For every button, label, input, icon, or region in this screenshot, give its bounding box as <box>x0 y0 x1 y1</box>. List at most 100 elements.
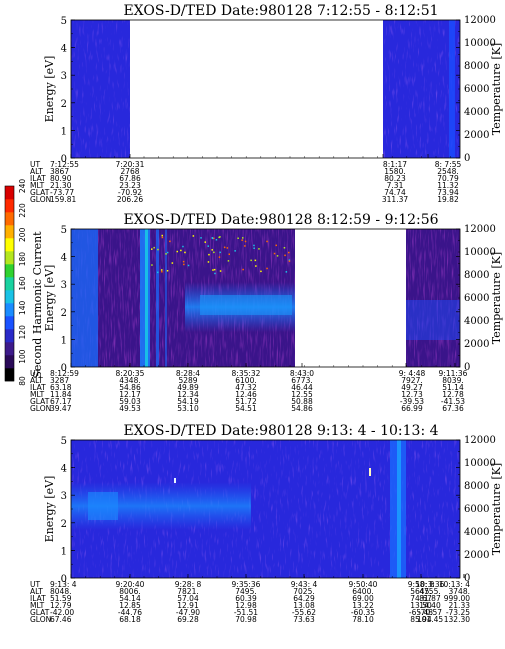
panel-2-ephem-value: 4348. <box>119 376 140 385</box>
panel-2-speckle-dot <box>211 249 213 251</box>
colorbar-swatch <box>5 199 14 213</box>
panel-1-ytick-label: 0 <box>61 154 67 165</box>
panel-2-ephem-value: 47.32 <box>235 383 257 392</box>
panel-2-speckle-dot <box>187 264 190 267</box>
panel-3-energy-band-core <box>88 492 118 520</box>
panel-1-ephem-value: 21.30 <box>50 181 72 190</box>
panel-1-ytick-label: 1 <box>61 126 67 137</box>
colorbar-swatch <box>5 251 14 265</box>
panel-3-y2tick-label: 4000 <box>464 527 489 538</box>
panel-2-speckle-dot <box>283 247 286 249</box>
panel-1-ephem-rowlabel: MLT <box>30 181 45 190</box>
panel-3-ephem-value: 101.45 <box>417 615 443 624</box>
panel-1-ylabel: Energy [eV] <box>43 56 56 123</box>
panel-2-speckle-dot <box>273 252 276 255</box>
panel-3-y2tick-label: 8000 <box>464 481 489 492</box>
colorbar-swatch <box>5 212 14 226</box>
panel-3-ephem-rowlabel: ALT <box>30 587 43 596</box>
panel-2-speckle-dot <box>211 237 214 239</box>
colorbar-tick-label: 80 <box>18 376 27 386</box>
panel-2-speckle-dot <box>157 248 159 251</box>
panel-1-ephem-value: 74.74 <box>384 188 406 197</box>
panel-2-ylabel: Energy [eV] <box>43 265 56 332</box>
panel-2-ephem-value: 8:12:59 <box>50 369 79 378</box>
panel-2-ytick-label: 1 <box>61 335 67 346</box>
panel-3-ytick-label: 3 <box>61 491 67 502</box>
panel-2-y2label: Temperature [K] <box>490 252 503 344</box>
panel-2-ephem-value: 8:28:4 <box>176 369 200 378</box>
panel-1-streak <box>449 20 455 158</box>
panel-2-speckle-dot <box>219 251 221 254</box>
panel-2-speckle-dot <box>153 246 155 249</box>
panel-2-speckle-dot <box>213 268 216 271</box>
panel-2-blue-block <box>71 229 98 367</box>
colorbar-tick-label: 160 <box>18 276 27 291</box>
colorbar-swatch <box>5 264 14 278</box>
colorbar-swatch <box>5 186 14 200</box>
panel-2-speckle-dot <box>165 253 167 255</box>
panel-2-speckle-dot <box>213 237 215 240</box>
panel-1-ytick-label: 2 <box>61 99 67 110</box>
panel-2-ytick-label: 5 <box>61 225 67 236</box>
panel-1-y2tick-label: 6000 <box>464 84 489 95</box>
panel-2-speckle-dot <box>223 246 226 249</box>
panel-1-ephem-rowlabel: GLON <box>30 195 51 204</box>
panel-2-ytick-label: 3 <box>61 280 67 291</box>
panel-2-speckle <box>151 234 291 275</box>
panel-1-axes: 0 1 2 3 4 5 0 2000 4000 6000 8000 10000 12000 <box>61 15 496 165</box>
panel-2-speckle-dot <box>161 236 164 239</box>
panel-3-y2label: Temperature [K] <box>490 463 503 555</box>
panel-3-ephem-value: -65.48 <box>409 608 433 617</box>
panel-2-ephem-rowlabel: ILAT <box>30 383 46 392</box>
panel-2-ephem-value: 53.10 <box>177 404 199 413</box>
panel-2-speckle-dot <box>275 244 277 247</box>
panel-3-ephem-value: 54.14 <box>119 594 141 603</box>
panel-2-ephem-value: 8:35:32 <box>232 369 261 378</box>
colorbar-swatch <box>5 329 14 343</box>
panel-3-ephem-value: 13.22 <box>352 601 374 610</box>
panel-2-speckle-dot <box>266 267 268 270</box>
panel-2-speckle-dot <box>157 271 159 274</box>
panel-2-ephem-value: 51.72 <box>235 397 257 406</box>
panel-2-speckle-dot <box>207 245 209 247</box>
panel-2-energy-band-core <box>200 295 292 315</box>
panel-1-ephem-value: 159.81 <box>50 195 76 204</box>
panel-1-y2tick-label: 8000 <box>464 61 489 72</box>
panel-1-ephem-rowlabel: ALT <box>30 167 43 176</box>
panel-3-spot-b <box>174 478 176 483</box>
panel-2: EXOS-D/TED Date:980128 8:12:59 - 9:12:56… <box>30 212 503 413</box>
panel-2-speckle-dot <box>184 251 186 254</box>
panel-2-speckle-dot <box>288 251 290 254</box>
panel-1-ephem-value: 67.86 <box>119 174 141 183</box>
colorbar-swatch <box>5 355 14 369</box>
panel-3-y2tick-label: 0 <box>464 573 470 584</box>
panel-1-y2label: Temperature [K] <box>490 43 503 135</box>
panel-2-ephem-value: 3287 <box>50 376 69 385</box>
panel-2-ephem-value: 9: 4:48 <box>399 369 426 378</box>
panel-1-ytick-label: 4 <box>61 44 67 55</box>
colorbar-swatch <box>5 368 14 382</box>
panel-3-title: EXOS-D/TED Date:980128 9:13: 4 - 10:13: … <box>123 423 438 439</box>
colorbar-tick-label: 180 <box>18 252 27 267</box>
panel-2-ephem-value: 8:43:0 <box>290 369 314 378</box>
panel-2-speckle-dot <box>237 237 239 239</box>
panel-1-spectrogram <box>71 20 460 158</box>
colorbar-swatches <box>5 186 14 382</box>
panel-1: EXOS-D/TED Date:980128 7:12:55 - 8:12:51… <box>30 3 503 204</box>
panel-2-y2tick-label: 10000 <box>464 247 496 258</box>
panel-2-y2tick-label: 2000 <box>464 339 489 350</box>
colorbar-tick-label: 240 <box>18 179 27 194</box>
panel-2-speckle-dot <box>215 239 218 241</box>
panel-2-speckle-dot <box>258 248 260 250</box>
panel-2-speckle-dot <box>213 251 215 254</box>
panel-2-ephem-value: 49.53 <box>119 404 141 413</box>
colorbar-swatch <box>5 238 14 252</box>
panel-2-speckle-dot <box>192 235 195 237</box>
panel-2-ephem-value: 49.27 <box>401 383 423 392</box>
panel-3-ephem-rowlabel: ILAT <box>30 594 46 603</box>
panel-3-ephem-value: 64.29 <box>293 594 315 603</box>
panel-3-ephem-value: 12.79 <box>50 601 72 610</box>
panel-1-ephem-value: 311.37 <box>382 195 408 204</box>
panel-1-ephem-value: 70.79 <box>437 174 459 183</box>
